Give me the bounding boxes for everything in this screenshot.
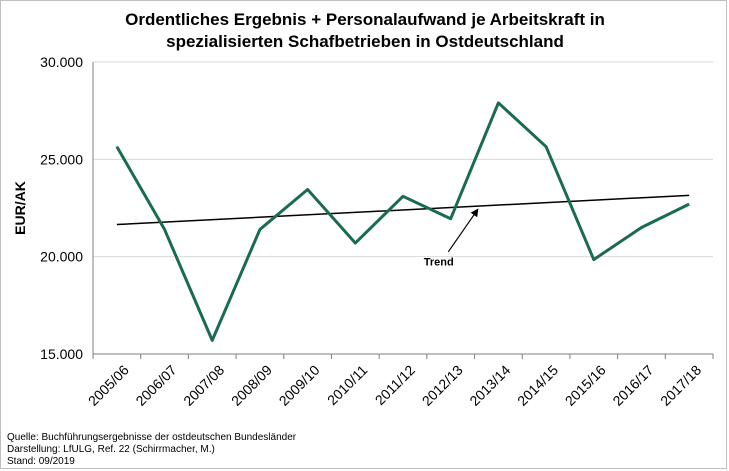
trend-label: Trend xyxy=(424,256,454,268)
footnotes: Quelle: Buchführungsergebnisse der ostde… xyxy=(7,432,296,468)
x-tick-label: 2009/10 xyxy=(276,362,323,409)
chart-title-line-1: Ordentliches Ergebnis + Personalaufwand … xyxy=(125,10,605,29)
y-tick-label: 25.000 xyxy=(40,151,83,167)
trend-arrow xyxy=(447,208,479,253)
x-tick-label: 2005/06 xyxy=(85,362,132,409)
x-tick-label: 2015/16 xyxy=(562,362,609,409)
series-line xyxy=(115,101,690,342)
y-tick-label: 20.000 xyxy=(40,249,83,265)
x-tick-label: 2014/15 xyxy=(514,362,561,409)
y-axis-ticks: 15.000 20.000 25.000 30.000 xyxy=(40,54,83,362)
source-note: Quelle: Buchführungsergebnisse der ostde… xyxy=(7,432,297,443)
x-tick-label: 2013/14 xyxy=(466,362,513,409)
x-tick-label: 2011/12 xyxy=(372,362,419,409)
y-tick-label: 15.000 xyxy=(40,346,83,362)
x-axis-ticks: 2005/06 2006/07 2007/08 2008/09 2009/10 2010/… xyxy=(85,354,714,409)
x-tick-label: 2012/13 xyxy=(419,362,466,409)
date-note: Stand: 09/2019 xyxy=(7,456,75,467)
x-tick-label: 2006/07 xyxy=(132,362,179,409)
x-tick-label: 2008/09 xyxy=(228,362,275,409)
y-tick-label: 30.000 xyxy=(40,54,83,70)
chart-title-line-2: spezialisierten Schafbetrieben in Ostdeu… xyxy=(166,32,564,51)
x-tick-label: 2017/18 xyxy=(657,362,704,409)
gridlines xyxy=(93,61,713,258)
credit-note: Darstellung: LfULG, Ref. 22 (Schirrmache… xyxy=(7,444,215,455)
y-axis-label: EUR/AK xyxy=(12,181,28,235)
x-tick-label: 2007/08 xyxy=(180,362,227,409)
x-tick-label: 2016/17 xyxy=(609,362,656,409)
x-tick-label: 2010/11 xyxy=(324,362,371,409)
trend-line xyxy=(116,194,690,226)
